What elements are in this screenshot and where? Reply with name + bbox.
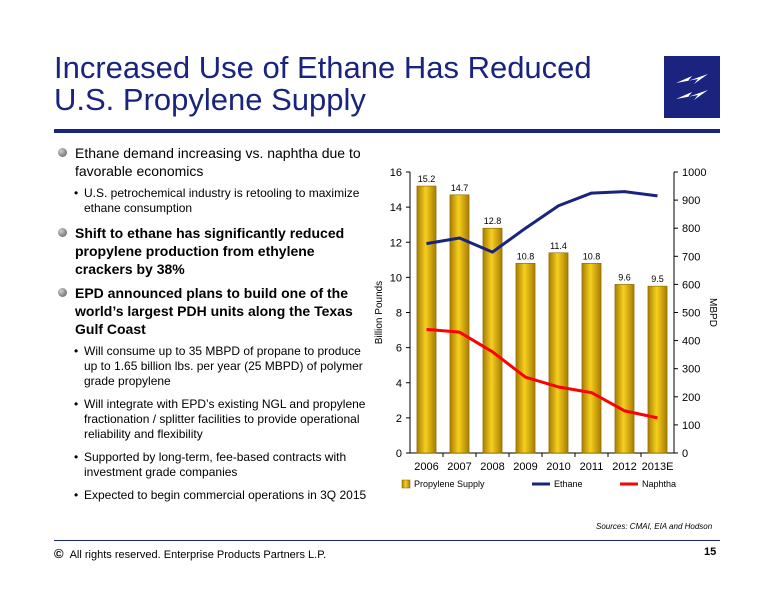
left-tick-label: 6	[396, 343, 402, 355]
right-tick-label: 200	[682, 392, 700, 404]
bullet-text: Shift to ethane has significantly reduce…	[75, 225, 345, 277]
sub-bullet-text: Will consume up to 35 MBPD of propane to…	[84, 344, 363, 388]
bullet-icon	[58, 148, 67, 157]
x-tick-label: 2008	[480, 461, 504, 473]
company-logo	[664, 56, 720, 118]
copyright-icon: ©	[54, 546, 64, 561]
right-tick-label: 500	[682, 308, 700, 320]
right-tick-label: 900	[682, 195, 700, 207]
bar-value-label: 15.2	[418, 174, 436, 184]
bullet-text: Ethane demand increasing vs. naphtha due…	[75, 145, 361, 179]
title-line-1: Increased Use of Ethane Has Reduced	[54, 50, 592, 85]
bar-value-label: 10.8	[583, 251, 601, 261]
y-axis-title: Billion Pounds	[374, 281, 385, 344]
y2-axis-title: MBPD	[707, 298, 718, 327]
propylene-chart: 0 2 4 6 8 10 12 14 16 0 100 200 300 400 500 600 700 800 90…	[374, 167, 718, 489]
bullet-list: Ethane demand increasing vs. naphtha due…	[54, 144, 372, 511]
left-tick-label: 8	[396, 308, 402, 320]
bar-value-label: 14.7	[451, 183, 469, 193]
sub-bullet: • Will integrate with EPD’s existing NGL…	[74, 397, 372, 442]
bar-propylene-2010	[548, 252, 569, 454]
legend-swatch-propylene-supply	[401, 479, 411, 489]
x-tick-label: 2006	[414, 461, 438, 473]
bar-value-label: 9.5	[651, 274, 664, 284]
right-tick-label: 800	[682, 223, 700, 235]
line-ethane	[426, 190, 658, 254]
bar-propylene-2007	[449, 194, 470, 454]
sub-bullet: • Will consume up to 35 MBPD of propane …	[74, 344, 372, 389]
right-tick-label: 700	[682, 251, 700, 263]
sub-bullet-icon: •	[74, 344, 79, 358]
bar-value-label: 10.8	[517, 251, 535, 261]
copyright: © All rights reserved. Enterprise Product…	[54, 546, 326, 561]
sub-bullet-text: Will integrate with EPD’s existing NGL a…	[84, 397, 366, 441]
copyright-text: All rights reserved. Enterprise Products…	[69, 549, 327, 561]
x-tick-label: 2012	[612, 461, 636, 473]
bullet-text: EPD announced plans to build one of the …	[75, 285, 353, 337]
right-tick-label: 600	[682, 279, 700, 291]
title-divider	[54, 129, 720, 133]
x-tick-label: 2007	[447, 461, 471, 473]
bullet-icon	[58, 288, 67, 297]
bar-propylene-2006	[416, 185, 437, 454]
bar-value-label: 12.8	[484, 216, 502, 226]
left-tick-label: 4	[396, 378, 402, 390]
left-tick-label: 0	[396, 448, 402, 460]
right-tick-label: 400	[682, 336, 700, 348]
bar-propylene-2012	[614, 284, 635, 454]
lightning-bolt-icon	[676, 74, 708, 100]
bar-propylene-2009	[515, 263, 536, 454]
line-naphtha	[426, 327, 658, 420]
left-tick-label: 2	[396, 413, 402, 425]
page-number: 15	[704, 546, 717, 558]
x-tick-label: 2013E	[642, 461, 674, 473]
left-tick-label: 12	[390, 237, 402, 249]
sub-bullet-text: Expected to begin commercial operations …	[84, 488, 367, 502]
footer-divider	[54, 540, 720, 541]
sub-bullet-icon: •	[74, 450, 79, 464]
legend-label: Naphtha	[642, 479, 676, 489]
sub-bullet-icon: •	[74, 397, 79, 411]
left-tick-label: 16	[390, 167, 402, 179]
bar-propylene-2011	[581, 263, 602, 454]
legend-label: Ethane	[554, 479, 583, 489]
bar-value-label: 11.4	[550, 241, 567, 251]
bullet-1: Ethane demand increasing vs. naphtha due…	[54, 144, 372, 180]
right-tick-label: 1000	[682, 167, 706, 179]
sub-bullet: • Supported by long-term, fee-based cont…	[74, 450, 372, 480]
title-line-2: U.S. Propylene Supply	[54, 82, 366, 117]
right-tick-label: 300	[682, 364, 700, 376]
sub-bullet: • U.S. petrochemical industry is retooli…	[74, 186, 372, 216]
sub-bullet-icon: •	[74, 186, 79, 200]
legend-label: Propylene Supply	[414, 479, 485, 489]
bullet-icon	[58, 228, 67, 237]
bullet-2: Shift to ethane has significantly reduce…	[54, 224, 372, 278]
bar-propylene-2013E	[647, 285, 668, 454]
sub-bullet: • Expected to begin commercial operation…	[74, 488, 372, 503]
left-tick-label: 10	[390, 272, 402, 284]
slide-title: Increased Use of Ethane Has Reduced U.S.…	[54, 52, 592, 116]
right-tick-label: 100	[682, 420, 700, 432]
sub-bullet-text: Supported by long-term, fee-based contra…	[84, 450, 347, 479]
bar-propylene-2008	[482, 227, 503, 454]
x-tick-label: 2010	[546, 461, 570, 473]
bar-value-label: 9.6	[618, 272, 631, 282]
x-tick-label: 2009	[513, 461, 537, 473]
sub-bullet-icon: •	[74, 488, 79, 502]
sources-note: Sources: CMAI, EIA and Hodson	[596, 522, 713, 531]
x-tick-label: 2011	[580, 461, 604, 473]
left-tick-label: 14	[390, 202, 402, 214]
bullet-3: EPD announced plans to build one of the …	[54, 284, 372, 338]
sub-bullet-text: U.S. petrochemical industry is retooling…	[84, 186, 360, 215]
right-tick-label: 0	[682, 448, 688, 460]
